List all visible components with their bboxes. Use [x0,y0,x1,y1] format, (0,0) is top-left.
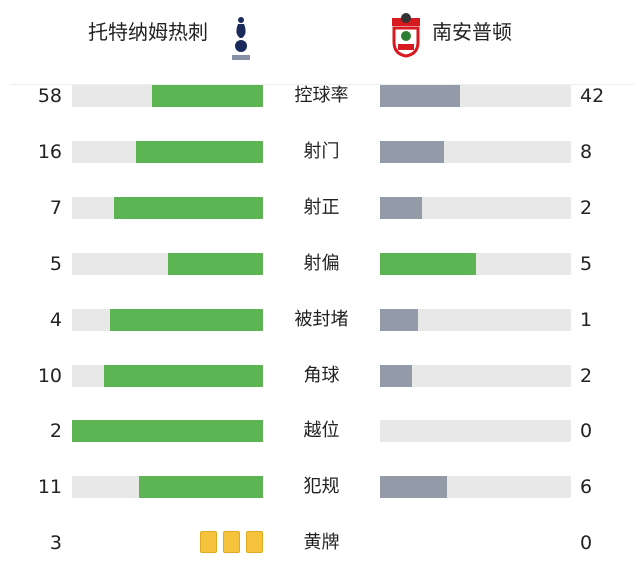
home-value: 3 [49,532,62,554]
home-team-name: 托特纳姆热刺 [88,20,208,44]
home-bar-track [72,476,263,499]
away-value: 0 [580,420,593,443]
away-value: 0 [580,532,593,554]
home-bar-fill [152,85,263,107]
stat-row: 58 控球率 42 [0,84,640,108]
stat-label: 犯规 [303,476,340,498]
stat-label: 越位 [303,420,340,442]
home-bar-fill [72,420,263,443]
stat-row: 11 犯规 6 [0,475,640,499]
southampton-crest-icon [392,13,420,58]
home-bar-track [72,364,263,387]
home-value: 58 [37,85,62,107]
home-value: 10 [37,364,62,387]
away-bar-track [380,308,571,331]
stat-label: 被封堵 [294,308,349,330]
away-bar-track [380,252,571,275]
away-value: 42 [580,85,605,107]
away-bar-fill [380,252,476,275]
stat-label: 射门 [303,140,340,162]
stat-row: 2 越位 0 [0,419,640,443]
away-bar-track [380,420,571,443]
away-value: 8 [580,140,593,163]
stat-label: 黄牌 [303,532,340,553]
away-value: 1 [580,308,593,331]
home-bar-track [72,85,263,107]
header-divider [10,84,634,85]
home-value: 2 [49,420,62,443]
stat-row-yellow-cards: 3 黄牌 0 [0,531,640,555]
home-value: 7 [49,196,62,219]
away-bar-track [380,85,571,107]
home-bar-fill [110,308,263,331]
tottenham-crest-icon [232,17,250,60]
home-bar-fill [135,140,263,163]
stat-label: 角球 [303,364,340,386]
home-value: 4 [49,308,62,331]
home-bar-track [72,308,263,331]
away-bar-track [380,140,571,163]
away-bar-fill [380,308,419,331]
yellow-card-icon [200,531,217,553]
away-bar-fill [380,196,423,219]
home-bar-fill [167,252,263,275]
home-value: 5 [49,252,62,275]
stat-row: 16 射门 8 [0,140,640,164]
away-bar-fill [380,364,412,387]
away-bar-fill [380,140,444,163]
away-bar-track [380,364,571,387]
away-bar-fill [380,85,461,107]
match-header: 托特纳姆热刺 南安普顿 [0,0,640,84]
away-bar-fill [380,476,448,499]
away-team-name: 南安普顿 [432,20,512,44]
away-value: 5 [580,252,593,275]
away-value: 6 [580,476,593,499]
home-bar-track [72,420,263,443]
stat-row: 7 射正 2 [0,196,640,220]
away-bar-track [380,476,571,499]
home-bar-track [72,252,263,275]
home-value: 16 [37,140,62,163]
away-value: 2 [580,196,593,219]
home-bar-fill [103,364,263,387]
stat-label: 射正 [303,196,340,218]
away-value: 2 [580,364,593,387]
home-bar-fill [114,196,263,219]
home-bar-track [72,196,263,219]
away-bar-track [380,196,571,219]
stat-label: 控球率 [294,85,349,106]
stat-row: 4 被封堵 1 [0,308,640,332]
home-bar-track [72,140,263,163]
stat-label: 射偏 [303,252,340,274]
home-value: 11 [37,476,62,499]
stat-row: 5 射偏 5 [0,252,640,276]
yellow-card-icon [246,531,263,553]
yellow-card-icon [223,531,240,553]
stat-row: 10 角球 2 [0,364,640,388]
yellow-cards [200,531,263,553]
home-bar-fill [139,476,263,499]
